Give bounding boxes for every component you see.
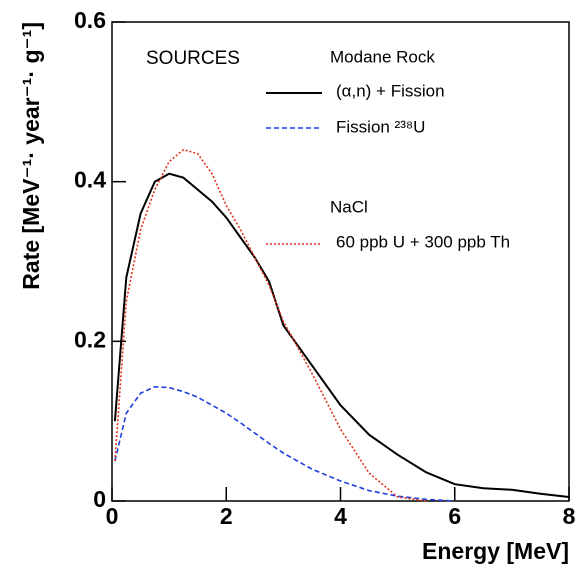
legend-label: (α,n) + Fission (336, 81, 445, 100)
series-line (114, 148, 427, 502)
annotation: NaCl (330, 197, 368, 216)
x-axis-title: Energy [MeV] (422, 538, 569, 564)
annotation: Modane Rock (330, 47, 435, 66)
x-tick-label: 2 (220, 503, 233, 529)
legend-label: 60 ppb U + 300 ppb Th (336, 232, 510, 251)
y-tick-label: 0.2 (74, 326, 106, 352)
x-tick-label: 8 (563, 503, 576, 529)
x-tick-label: 0 (106, 503, 119, 529)
y-tick-label: 0.4 (74, 167, 106, 193)
legend-label: Fission ²³⁸U (336, 117, 425, 136)
x-tick-label: 4 (334, 503, 347, 529)
x-tick-label: 6 (448, 503, 461, 529)
y-tick-label: 0 (93, 486, 106, 512)
annotation: SOURCES (146, 48, 240, 69)
series-line (114, 385, 455, 502)
series-line (113, 172, 570, 498)
y-axis-title: Rate [MeV⁻¹· year⁻¹· g⁻¹] (18, 22, 44, 290)
y-tick-label: 0.6 (74, 7, 106, 33)
